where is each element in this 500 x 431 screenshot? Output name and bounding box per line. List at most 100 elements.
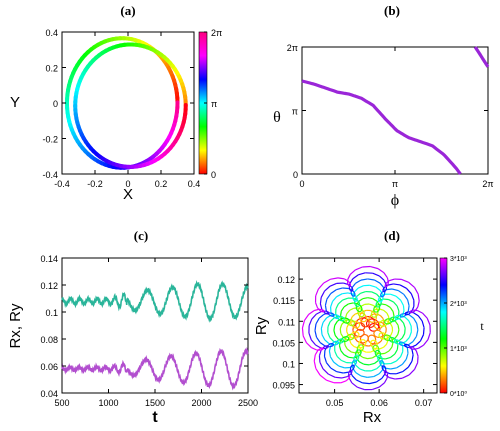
trajectory-segment (359, 310, 362, 313)
trajectory-segment (383, 309, 388, 314)
trajectory-segment (406, 313, 410, 316)
trajectory-segment (383, 377, 388, 384)
trajectory-segment (400, 344, 405, 347)
trajectory-segment (350, 351, 356, 354)
trajectory-segment (319, 341, 326, 347)
colorbar-tick-label-d: 0*10⁰ (450, 390, 467, 398)
chart_data.0-xtick-label: -0.2 (87, 179, 103, 189)
trajectory-segment (379, 355, 383, 359)
trajectory-segment (399, 313, 402, 317)
trajectory-segment (327, 321, 331, 327)
trajectory-segment (344, 319, 349, 322)
chart_data.2-ytick-label: 0.1 (45, 308, 58, 318)
trajectory-segment (390, 341, 395, 343)
trajectory-segment (334, 320, 338, 326)
trajectory-segment (320, 290, 326, 298)
trajectory-segment (405, 337, 410, 342)
trajectory-segment (373, 309, 375, 312)
trajectory-segment (361, 347, 365, 351)
trajectory-segment (367, 338, 370, 342)
trajectory-segment (339, 338, 343, 340)
trajectory-segment (408, 346, 411, 349)
trajectory-segment (357, 307, 363, 310)
trajectory-segment (324, 339, 330, 344)
trajectory-segment (375, 344, 378, 347)
trajectory-segment (358, 298, 364, 302)
trajectory-segment (408, 320, 412, 327)
trajectory-segment (414, 306, 419, 312)
trajectory-segment (359, 319, 363, 323)
trajectory-segment (340, 341, 344, 344)
trajectory-segment (384, 285, 387, 288)
trajectory-segment (390, 360, 397, 365)
trajectory-segment (378, 275, 385, 281)
trajectory-segment (399, 284, 407, 289)
x-axis-label-c: t (152, 409, 158, 426)
trajectory-segment (417, 315, 423, 322)
trajectory-segment (340, 306, 345, 312)
trajectory-segment (369, 323, 373, 327)
trajectory-segment (374, 279, 381, 284)
trajectory-segment (383, 272, 388, 279)
trajectory-segment (326, 293, 332, 300)
trajectory-segment (389, 316, 393, 320)
trajectory-segment (351, 375, 357, 381)
trajectory-segment (365, 325, 369, 328)
trajectory-segment (308, 310, 315, 315)
trajectory-segment (363, 339, 366, 342)
trajectory-segment (382, 362, 385, 366)
trajectory-segment (345, 339, 349, 343)
trajectory-segment (311, 347, 317, 351)
trajectory-segment (385, 318, 389, 321)
trajectory-segment (373, 344, 376, 347)
trajectory-segment (353, 321, 356, 324)
trajectory-segment (394, 318, 398, 321)
trajectory-segment (348, 356, 354, 359)
trajectory-segment (348, 323, 352, 327)
trajectory-segment (408, 340, 414, 346)
trajectory-segment (363, 324, 366, 327)
trajectory-segment (355, 296, 358, 300)
trajectory-segment (351, 324, 354, 327)
trajectory-segment (379, 308, 384, 311)
trajectory-segment (401, 341, 406, 345)
trajectory-segment (368, 327, 371, 331)
trajectory-segment (392, 301, 398, 307)
trajectory-segment (393, 319, 397, 322)
trajectory-segment (382, 289, 384, 292)
trajectory-segment (394, 334, 399, 339)
trajectory-segment (395, 356, 401, 362)
y-axis-label-a: Y (10, 94, 20, 111)
chart_data.0-xtick-label: 0.2 (155, 179, 168, 189)
trajectory-segment (379, 300, 382, 303)
trajectory-segment (327, 313, 330, 315)
trajectory-segment (374, 322, 377, 325)
trajectory-segment (357, 285, 364, 289)
trajectory-segment (355, 364, 361, 370)
trajectory-segment (391, 288, 399, 292)
trajectory-segment (392, 311, 395, 317)
trajectory-segment (414, 287, 419, 295)
phase-curve-main (301, 79, 462, 175)
trajectory-segment (372, 345, 375, 349)
trajectory-segment (374, 311, 377, 313)
trajectory-segment (355, 349, 359, 352)
trajectory-segment (347, 318, 350, 322)
trajectory-segment (343, 371, 349, 374)
trajectory-segment (390, 367, 397, 370)
trajectory-segment (353, 302, 358, 305)
trajectory-segment (348, 302, 354, 305)
trajectory-segment (386, 277, 390, 283)
trajectory-segment (398, 341, 401, 344)
trajectory-segment (347, 336, 350, 339)
trajectory-segment (354, 336, 358, 339)
chart_data.2-ytick-label: 0.04 (40, 389, 58, 399)
trajectory-segment (315, 288, 319, 297)
trajectory-segment (328, 373, 336, 378)
trajectory-segment (385, 340, 389, 345)
chart_data.0-ytick-label: 0.2 (45, 64, 58, 74)
trajectory-segment (315, 368, 321, 376)
trajectory-segment (408, 331, 412, 338)
chart_data.1-ytick-label: 0 (293, 170, 298, 180)
trajectory-segment (310, 339, 317, 346)
